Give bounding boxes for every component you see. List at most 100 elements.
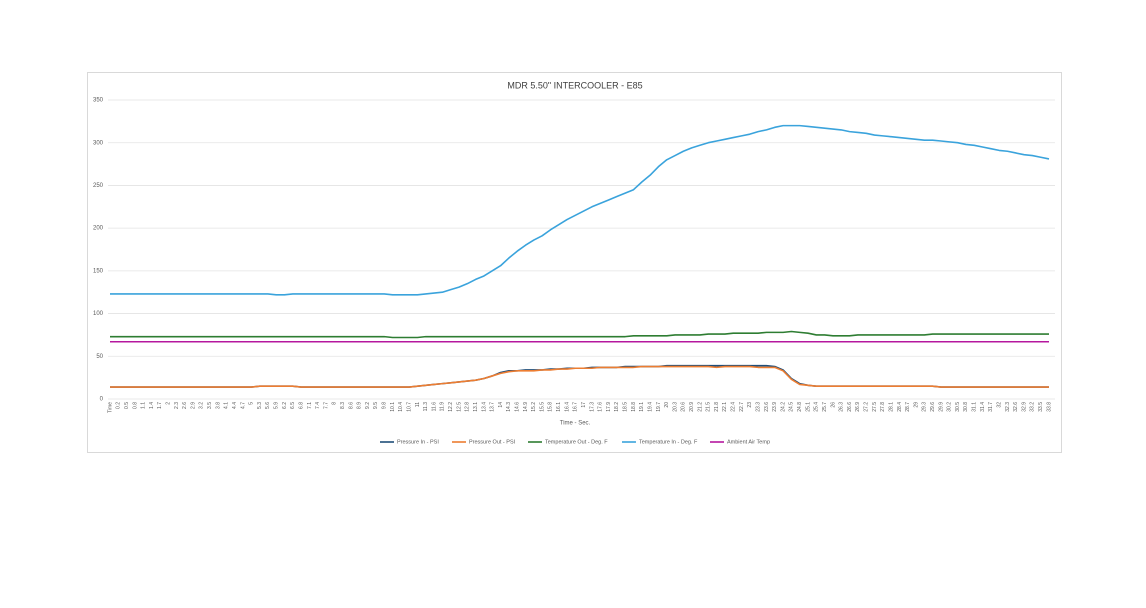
x-tick-label: 11.3 [423, 402, 429, 412]
x-tick-label: 20.3 [672, 402, 678, 412]
x-tick-label: 7.7 [323, 402, 329, 409]
x-tick-label: 10.4 [398, 402, 404, 412]
x-tick-label: 25.7 [822, 402, 828, 412]
x-tick-label: 30.8 [963, 402, 969, 412]
x-tick-label: 28.4 [897, 402, 903, 412]
y-tick-label: 150 [93, 268, 104, 274]
x-tick-label: 19.7 [656, 402, 662, 412]
x-tick-label: 10.1 [390, 402, 396, 412]
x-tick-label: 13.7 [490, 402, 496, 412]
x-tick-label: 6.8 [298, 402, 304, 409]
x-tick-label: 22.1 [722, 402, 728, 412]
x-tick-label: 19.1 [639, 402, 645, 412]
legend-label: Pressure In - PSI [397, 439, 439, 445]
x-tick-label: 21.8 [714, 402, 720, 412]
chart-frame [87, 72, 1062, 453]
x-tick-label: 24.5 [789, 402, 795, 412]
series-line [110, 365, 1049, 388]
x-tick-label: 29 [913, 402, 919, 408]
x-tick-label: 9.2 [365, 402, 371, 409]
x-tick-label: 17.3 [589, 402, 595, 412]
x-tick-label: 7.1 [307, 402, 313, 409]
x-tick-label: 2.3 [174, 402, 180, 409]
x-tick-label: 4.7 [240, 402, 246, 409]
x-tick-label: 16.1 [556, 402, 562, 412]
x-tick-label: 6.5 [290, 402, 296, 409]
x-tick-label: 8.6 [348, 402, 354, 409]
x-tick-label: 9.5 [373, 402, 379, 409]
x-tick-label: 18.5 [623, 402, 629, 412]
x-tick-label: 32.6 [1013, 402, 1019, 412]
x-tick-label: 8.9 [357, 402, 363, 409]
x-tick-label: 20.9 [689, 402, 695, 412]
x-tick-label: 0.5 [124, 402, 130, 409]
x-tick-label: 11.9 [440, 402, 446, 412]
x-tick-label: 2.9 [190, 402, 196, 409]
y-tick-label: 0 [100, 397, 104, 403]
x-tick-label: 18.2 [614, 402, 620, 412]
x-tick-label: 25.1 [805, 402, 811, 412]
x-tick-label: 3.5 [207, 402, 213, 409]
x-tick-label: 1.1 [141, 402, 147, 409]
x-tick-label: 11.6 [431, 402, 437, 412]
x-tick-label: 11 [415, 402, 421, 407]
x-tick-label: 33.2 [1030, 402, 1036, 412]
legend-label: Ambient Air Temp [727, 439, 770, 445]
x-tick-label: 26.3 [839, 402, 845, 412]
x-tick-label: 15.2 [531, 402, 537, 412]
x-tick-label: 28.1 [888, 402, 894, 412]
x-tick-label: 22.4 [731, 402, 737, 412]
x-tick-label: 26.6 [847, 402, 853, 412]
x-tick-label: 21.2 [697, 402, 703, 412]
x-tick-label: 4.4 [232, 402, 238, 409]
x-tick-label: 14.3 [506, 402, 512, 412]
x-tick-label: 15.8 [548, 402, 554, 412]
x-tick-label: 14.9 [523, 402, 529, 412]
chart-title: MDR 5.50" INTERCOOLER - E85 [507, 80, 642, 90]
x-tick-label: 27.2 [864, 402, 870, 412]
x-tick-label: 5.3 [257, 402, 263, 409]
x-tick-label: 20 [664, 402, 670, 408]
x-tick-label: 8.3 [340, 402, 346, 409]
x-tick-label: 31.7 [988, 402, 994, 412]
x-tick-label: 17 [581, 402, 587, 408]
x-tick-label: 5.9 [274, 402, 280, 409]
x-tick-label: 32.9 [1021, 402, 1027, 412]
x-tick-label: 13.4 [481, 402, 487, 412]
x-tick-label: 25.4 [814, 402, 820, 412]
x-tick-label: 31.1 [972, 402, 978, 412]
x-tick-label: 23.6 [764, 402, 770, 412]
x-tick-label: 21.5 [706, 402, 712, 412]
x-tick-label: 26.9 [855, 402, 861, 412]
series-line [110, 124, 1050, 296]
y-tick-label: 250 [93, 183, 104, 189]
x-tick-label: 5 [249, 402, 255, 405]
x-tick-label: 3.2 [199, 402, 205, 409]
x-tick-label: 31.4 [980, 402, 986, 412]
x-tick-label: 9.8 [382, 402, 388, 409]
x-tick-label: Time [107, 402, 113, 413]
x-tick-label: 30.5 [955, 402, 961, 412]
x-tick-label: 15.5 [539, 402, 545, 412]
x-tick-label: 17.9 [606, 402, 612, 412]
x-tick-label: 33.8 [1046, 402, 1052, 412]
x-tick-label: 14 [498, 402, 504, 408]
x-tick-label: 19.4 [647, 402, 653, 412]
x-tick-label: 20.6 [681, 402, 687, 412]
x-tick-label: 24.8 [797, 402, 803, 412]
x-tick-label: 10.7 [406, 402, 412, 412]
x-tick-label: 1.7 [157, 402, 163, 409]
y-tick-label: 50 [96, 354, 103, 360]
x-tick-label: 29.6 [930, 402, 936, 412]
x-tick-label: 7.4 [315, 402, 321, 409]
x-tick-label: 32 [996, 402, 1002, 408]
x-tick-label: 12.2 [448, 402, 454, 412]
legend-label: Temperature Out - Deg. F [545, 439, 608, 445]
x-tick-label: 23 [747, 402, 753, 408]
x-tick-label: 1.4 [149, 402, 155, 409]
x-tick-label: 0.8 [132, 402, 138, 409]
x-tick-label: 17.6 [598, 402, 604, 412]
y-tick-label: 350 [93, 98, 104, 104]
x-tick-label: 14.6 [515, 402, 521, 412]
x-tick-label: 6.2 [282, 402, 288, 409]
